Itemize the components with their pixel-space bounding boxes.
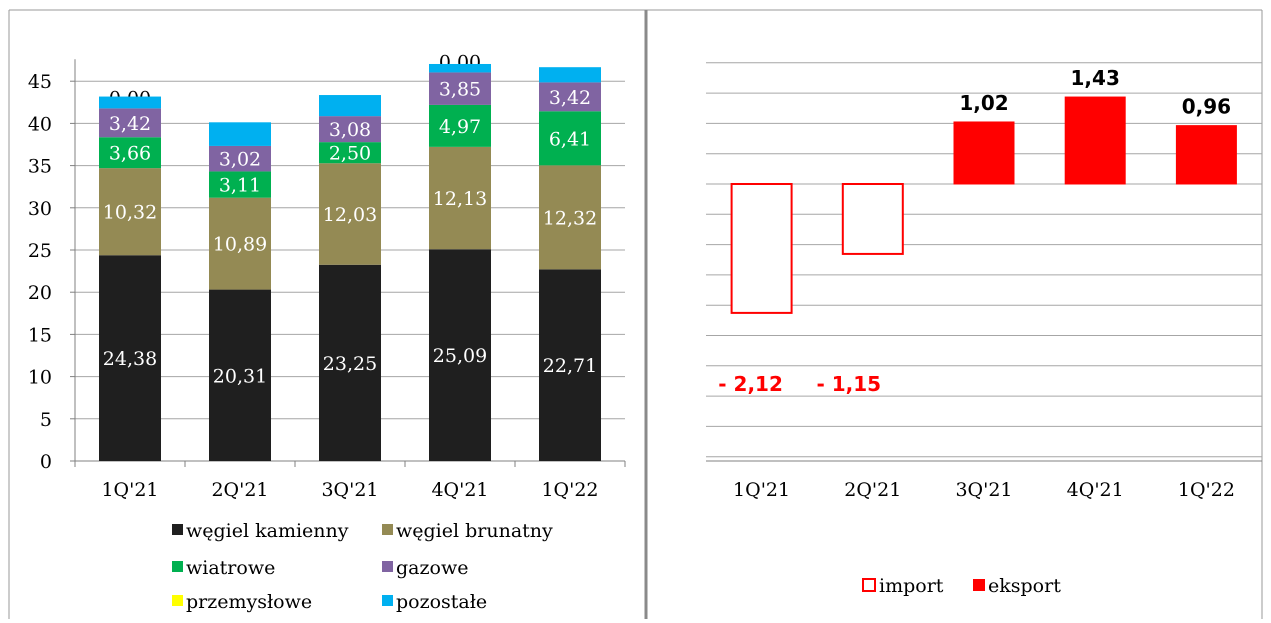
legend-swatch	[172, 595, 183, 606]
legend-swatch-export	[973, 579, 985, 591]
bar-segment	[319, 95, 381, 117]
bar-segment	[319, 163, 381, 265]
data-label: 3,66	[109, 143, 151, 165]
legend-swatch	[172, 524, 183, 535]
legend-label: import	[879, 575, 944, 597]
bar-segment	[539, 67, 601, 83]
data-label: 0,96	[1182, 95, 1231, 119]
data-label: 3,11	[219, 175, 261, 197]
x-tick-label: 2Q'21	[211, 479, 268, 501]
legend-swatch-import	[862, 578, 876, 592]
legend-label: eksport	[988, 575, 1061, 597]
y-tick-label: 10	[28, 367, 52, 389]
y-tick-label: 45	[28, 71, 52, 93]
x-tick-label: 3Q'21	[321, 479, 378, 501]
legend-label: wiatrowe	[186, 557, 275, 579]
export-bar	[1175, 125, 1237, 185]
export-bar	[953, 121, 1015, 185]
x-tick-label: 1Q'22	[1178, 479, 1235, 501]
legend-swatch	[382, 524, 393, 535]
bar-segment	[209, 122, 271, 146]
bar-segment	[99, 96, 161, 109]
bar-segment	[539, 82, 601, 112]
data-label: 22,71	[543, 355, 597, 377]
data-label: 3,42	[109, 113, 151, 135]
data-label: 10,32	[103, 202, 157, 224]
bar-segment	[209, 197, 271, 290]
data-label: 3,08	[329, 119, 371, 141]
data-label: 23,25	[323, 353, 377, 375]
data-label: - 1,15	[816, 372, 881, 396]
data-label: 12,32	[543, 207, 597, 229]
legend-swatch	[382, 595, 393, 606]
stacked-bar-chart: 05101520253035404524,3810,323,663,420,00…	[28, 51, 626, 501]
y-tick-label: 0	[40, 451, 52, 473]
import-bar	[841, 183, 904, 255]
bar-segment	[539, 269, 601, 461]
legend-label: węgiel brunatny	[396, 520, 553, 542]
bar-segment	[429, 63, 491, 73]
data-label: 1,02	[959, 91, 1008, 115]
data-label: - 2,12	[718, 372, 783, 396]
x-tick-label: 1Q'21	[101, 479, 158, 501]
y-tick-label: 5	[40, 409, 52, 431]
export-bar	[1064, 96, 1126, 185]
legend-label: przemysłowe	[186, 591, 312, 613]
bar-segment	[99, 108, 161, 138]
y-tick-label: 40	[28, 113, 52, 135]
data-label: 6,41	[549, 128, 591, 150]
bar-segment	[99, 168, 161, 256]
data-label: 1,43	[1071, 66, 1120, 90]
bar-segment	[429, 104, 491, 147]
bar-segment	[99, 255, 161, 461]
data-label: 10,89	[213, 234, 267, 256]
data-label: 3,42	[549, 87, 591, 109]
legend-label: gazowe	[396, 557, 468, 579]
balance-bar-chart: - 2,12 1Q'21 - 1,15 2Q'21 1,02 3Q'21 1,43 4Q'21…	[706, 62, 1262, 501]
data-label: 3,85	[439, 79, 481, 101]
legend-swatch	[172, 561, 183, 572]
x-tick-label: 2Q'21	[844, 479, 901, 501]
x-tick-label: 4Q'21	[431, 479, 488, 501]
bar-segment	[429, 146, 491, 250]
y-tick-label: 25	[28, 240, 52, 262]
x-tick-label: 4Q'21	[1067, 479, 1124, 501]
bar-segment	[429, 72, 491, 105]
bar-segment	[209, 289, 271, 461]
y-tick-label: 30	[28, 198, 52, 220]
legend-label: węgiel kamienny	[186, 520, 349, 542]
bar-segment	[319, 116, 381, 143]
left-legend: węgiel kamienny węgiel brunatny wiatrowe ga…	[172, 520, 553, 613]
y-tick-label: 15	[28, 324, 52, 346]
y-tick-label: 35	[28, 156, 52, 178]
legend-swatch	[382, 561, 393, 572]
bar-segment	[209, 145, 271, 172]
data-label: 25,09	[433, 345, 487, 367]
right-legend: import eksport	[862, 575, 1061, 597]
bar-segment	[319, 264, 381, 461]
data-label: 12,13	[433, 188, 487, 210]
data-label: 3,02	[219, 149, 261, 171]
bar-segment	[429, 249, 491, 461]
bar-segment	[539, 165, 601, 270]
bar-segment	[99, 137, 161, 169]
bar-segment	[319, 142, 381, 164]
y-tick-label: 20	[28, 282, 52, 304]
data-label: 4,97	[439, 116, 481, 138]
bar-segment	[209, 171, 271, 198]
legend-label: pozostałe	[396, 591, 487, 613]
import-bar	[730, 183, 793, 314]
x-tick-label: 1Q'22	[541, 479, 598, 501]
data-label: 2,50	[329, 143, 371, 165]
x-tick-label: 3Q'21	[955, 479, 1012, 501]
bar-segment	[539, 111, 601, 166]
data-label: 12,03	[323, 204, 377, 226]
x-tick-label: 1Q'21	[733, 479, 790, 501]
data-label: 20,31	[213, 365, 267, 387]
data-label: 24,38	[103, 348, 157, 370]
